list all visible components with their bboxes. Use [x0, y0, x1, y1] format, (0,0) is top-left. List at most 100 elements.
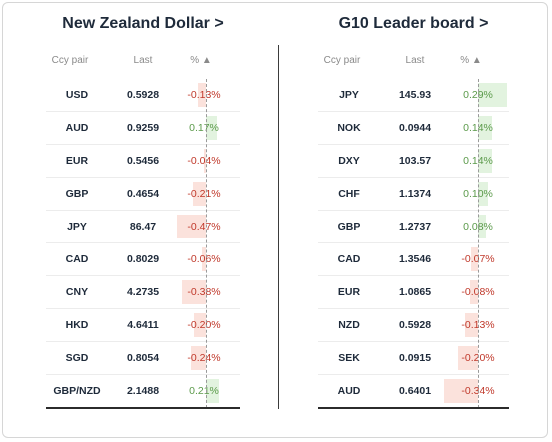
- last-price-cell: 145.93: [398, 88, 432, 101]
- last-price-cell: 2.1488: [126, 384, 160, 397]
- last-price-cell: 1.1374: [398, 187, 432, 200]
- pct-change-cell: -0.13%: [187, 88, 221, 101]
- panel-divider: [278, 45, 279, 409]
- col-pct-sort[interactable]: % ▲: [190, 55, 212, 66]
- change-bar: [182, 280, 206, 305]
- last-price-cell: 103.57: [398, 154, 432, 167]
- ccy-pair-cell: AUD: [65, 121, 89, 134]
- col-ccy-pair[interactable]: Ccy pair: [323, 55, 361, 66]
- change-bar: [191, 346, 206, 371]
- last-price-cell: 0.6401: [398, 384, 432, 397]
- last-price-cell: 0.8054: [126, 352, 160, 365]
- change-bar: [444, 379, 478, 403]
- ccy-pair-cell: JPY: [67, 220, 87, 233]
- change-bar: [478, 214, 486, 239]
- last-price-cell: 0.0944: [398, 121, 432, 134]
- table-baseline: [46, 407, 240, 409]
- table-row[interactable]: NZD 0.5928 -0.13%: [318, 309, 509, 343]
- change-bar: [176, 214, 206, 239]
- last-price-cell: 0.0915: [398, 352, 432, 365]
- last-price-cell: 1.3546: [398, 253, 432, 266]
- col-last[interactable]: Last: [133, 55, 153, 66]
- table-row[interactable]: GBP 0.4654 -0.21%: [46, 178, 240, 211]
- table-row[interactable]: JPY 86.47 -0.47%: [46, 211, 240, 244]
- change-bar: [478, 181, 488, 206]
- table-row[interactable]: CNY 4.2735 -0.38%: [46, 276, 240, 310]
- table-row[interactable]: JPY 145.93 0.29%: [318, 79, 509, 112]
- change-bar: [458, 346, 478, 371]
- table-row[interactable]: GBP/NZD 2.1488 0.21%: [46, 375, 240, 408]
- pct-change-cell: -0.21%: [187, 187, 221, 200]
- table-row[interactable]: CAD 0.8029 -0.06%: [46, 243, 240, 277]
- zero-line: [478, 79, 479, 408]
- zero-line: [206, 79, 207, 408]
- table-row[interactable]: USD 0.5928 -0.13%: [46, 79, 240, 112]
- ccy-pair-cell: EUR: [65, 154, 89, 167]
- ccy-pair-cell: GBP/NZD: [53, 384, 101, 397]
- ccy-pair-cell: AUD: [337, 384, 361, 397]
- pct-change-cell: 0.21%: [189, 384, 219, 397]
- pct-change-cell: -0.20%: [187, 319, 221, 332]
- table-row[interactable]: EUR 0.5456 -0.04%: [46, 145, 240, 178]
- g10-rows: JPY 145.93 0.29% NOK 0.0944 0.14% DXY 103.57 0.1…: [318, 79, 509, 408]
- ccy-pair-cell: DXY: [338, 154, 360, 167]
- table-row[interactable]: HKD 4.6411 -0.20%: [46, 309, 240, 343]
- change-bar: [193, 313, 206, 338]
- table-row[interactable]: SEK 0.0915 -0.20%: [318, 342, 509, 376]
- col-ccy-pair[interactable]: Ccy pair: [51, 55, 89, 66]
- pct-change-cell: -0.04%: [187, 154, 221, 167]
- change-bar: [465, 313, 478, 338]
- last-price-cell: 86.47: [129, 220, 157, 233]
- pct-change-cell: -0.06%: [187, 253, 221, 266]
- col-pct-sort[interactable]: % ▲: [460, 55, 482, 66]
- change-bar: [192, 181, 206, 206]
- last-price-cell: 1.2737: [398, 220, 432, 233]
- change-bar: [478, 148, 492, 173]
- change-bar: [206, 115, 217, 140]
- table-row[interactable]: DXY 103.57 0.14%: [318, 145, 509, 178]
- last-price-cell: 0.5928: [398, 319, 432, 332]
- ccy-pair-cell: CAD: [65, 253, 89, 266]
- ccy-pair-cell: JPY: [339, 88, 359, 101]
- table-row[interactable]: GBP 1.2737 0.08%: [318, 211, 509, 244]
- pct-change-cell: -0.47%: [187, 220, 221, 233]
- table-header: Ccy pair Last % ▲: [46, 55, 240, 73]
- ccy-pair-cell: EUR: [337, 286, 361, 299]
- last-price-cell: 0.9259: [126, 121, 160, 134]
- nzd-rows: USD 0.5928 -0.13% AUD 0.9259 0.17% EUR 0.5456 -0…: [46, 79, 240, 408]
- last-price-cell: 1.0865: [398, 286, 432, 299]
- change-bar: [478, 115, 492, 140]
- pct-change-cell: 0.17%: [189, 121, 219, 134]
- nzd-panel-title[interactable]: New Zealand Dollar >: [62, 15, 224, 32]
- change-bar: [471, 247, 478, 272]
- ccy-pair-cell: CHF: [338, 187, 360, 200]
- col-last[interactable]: Last: [405, 55, 425, 66]
- change-bar: [203, 148, 206, 173]
- ccy-pair-cell: GBP: [337, 220, 361, 233]
- table-row[interactable]: CAD 1.3546 -0.07%: [318, 243, 509, 277]
- pct-change-cell: -0.38%: [187, 286, 221, 299]
- table-row[interactable]: EUR 1.0865 -0.08%: [318, 276, 509, 310]
- ccy-pair-cell: GBP: [65, 187, 89, 200]
- table-row[interactable]: SGD 0.8054 -0.24%: [46, 342, 240, 376]
- table-row[interactable]: AUD 0.6401 -0.34%: [318, 375, 509, 408]
- ccy-pair-cell: SEK: [338, 352, 360, 365]
- last-price-cell: 4.2735: [126, 286, 160, 299]
- table-row[interactable]: CHF 1.1374 0.10%: [318, 178, 509, 211]
- ccy-pair-cell: USD: [65, 88, 89, 101]
- pct-change-cell: -0.24%: [187, 352, 221, 365]
- g10-panel-title[interactable]: G10 Leader board >: [338, 15, 489, 32]
- ccy-pair-cell: CNY: [65, 286, 89, 299]
- fx-widget-card: New Zealand Dollar > Ccy pair Last % ▲ U…: [2, 2, 548, 438]
- table-row[interactable]: AUD 0.9259 0.17%: [46, 112, 240, 145]
- ccy-pair-cell: HKD: [65, 319, 89, 332]
- last-price-cell: 0.5456: [126, 154, 160, 167]
- table-header: Ccy pair Last % ▲: [318, 55, 509, 73]
- last-price-cell: 0.8029: [126, 253, 160, 266]
- change-bar: [197, 83, 206, 107]
- ccy-pair-cell: NZD: [338, 319, 360, 332]
- ccy-pair-cell: SGD: [65, 352, 89, 365]
- change-bar: [478, 83, 507, 107]
- ccy-pair-cell: CAD: [337, 253, 361, 266]
- table-row[interactable]: NOK 0.0944 0.14%: [318, 112, 509, 145]
